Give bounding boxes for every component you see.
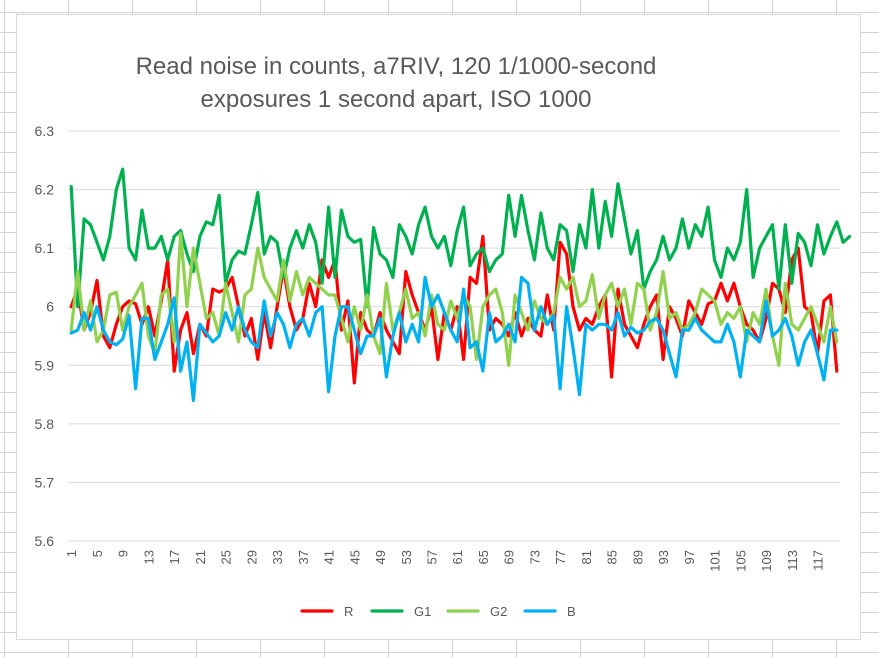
y-tick-label: 6.2 <box>35 182 55 198</box>
x-tick-label: 73 <box>527 550 542 564</box>
chart-title-line-1: Read noise in counts, a7RIV, 120 1/1000-… <box>135 53 657 80</box>
x-tick-label: 61 <box>450 550 465 564</box>
x-tick-label: 5 <box>90 550 105 557</box>
x-axis-tick-labels: 1 5 9 13 17 21 25 29 33 37 41 45 49 53 57 61 65 69 73 77 81 8… <box>64 550 825 572</box>
x-tick-label: 93 <box>656 550 671 564</box>
series-line-b <box>69 275 839 402</box>
legend-label-r: R <box>344 604 353 619</box>
x-tick-label: 109 <box>759 550 774 572</box>
x-tick-label: 117 <box>810 550 825 571</box>
x-tick-label: 37 <box>296 550 311 564</box>
x-tick-label: 13 <box>141 550 156 564</box>
x-tick-label: 49 <box>373 550 388 564</box>
chart-title-line-2: exposures 1 second apart, ISO 1000 <box>200 86 592 113</box>
legend-label-b: B <box>567 604 576 619</box>
x-tick-label: 113 <box>785 550 800 571</box>
y-tick-label: 6.3 <box>35 123 55 139</box>
x-tick-label: 81 <box>579 550 594 564</box>
x-tick-label: 25 <box>219 550 234 564</box>
x-tick-label: 97 <box>682 550 697 564</box>
x-tick-label: 105 <box>733 550 748 572</box>
x-tick-label: 69 <box>502 550 517 564</box>
x-tick-label: 17 <box>167 550 182 564</box>
y-tick-label: 6 <box>46 299 54 315</box>
x-tick-label: 21 <box>193 550 208 564</box>
y-tick-label: 5.6 <box>35 533 55 549</box>
x-tick-label: 101 <box>708 550 723 572</box>
x-tick-label: 45 <box>347 550 362 564</box>
legend-label-g2: G2 <box>490 604 507 619</box>
plot-series <box>69 167 852 402</box>
x-tick-label: 41 <box>322 550 337 564</box>
y-axis-tick-labels: 5.6 5.7 5.8 5.9 6 6.1 6.2 6.3 <box>35 123 55 549</box>
x-tick-label: 9 <box>116 550 131 557</box>
y-tick-label: 6.1 <box>35 240 55 256</box>
y-tick-label: 5.8 <box>35 416 55 432</box>
x-tick-label: 89 <box>630 550 645 564</box>
x-tick-label: 77 <box>553 550 568 564</box>
series-line-g1 <box>69 167 852 309</box>
chart-title: Read noise in counts, a7RIV, 120 1/1000-… <box>16 50 776 116</box>
x-tick-label: 33 <box>270 550 285 564</box>
legend: R G1 G2 B <box>300 604 576 619</box>
x-tick-label: 85 <box>605 550 620 564</box>
legend-label-g1: G1 <box>414 604 431 619</box>
x-tick-label: 53 <box>399 550 414 564</box>
x-tick-label: 29 <box>244 550 259 564</box>
x-tick-label: 65 <box>476 550 491 564</box>
series-line-g2 <box>69 231 839 367</box>
y-tick-label: 5.7 <box>35 474 55 490</box>
y-tick-label: 5.9 <box>35 357 55 373</box>
x-tick-label: 1 <box>64 550 79 557</box>
x-tick-label: 57 <box>424 550 439 564</box>
